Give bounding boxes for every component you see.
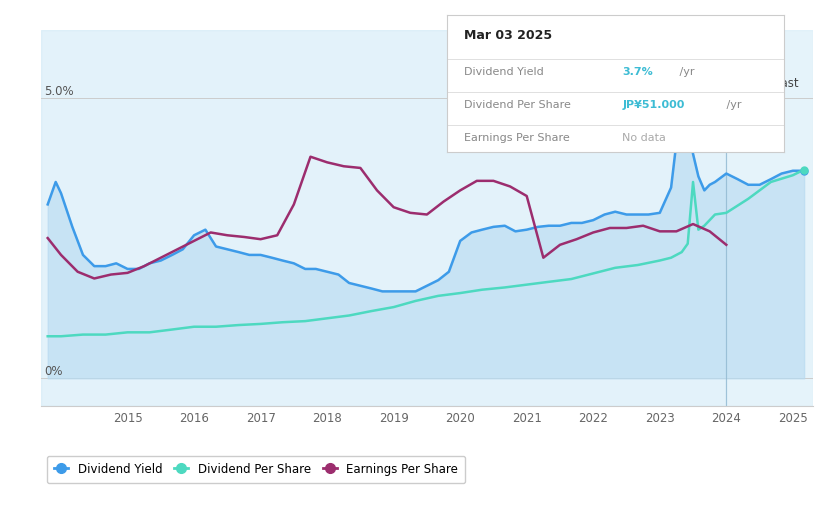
Text: JP¥51.000: JP¥51.000 xyxy=(622,100,685,110)
Text: No data: No data xyxy=(622,133,667,143)
Text: Past: Past xyxy=(775,77,800,90)
Bar xyxy=(727,30,813,406)
Text: /yr: /yr xyxy=(723,100,742,110)
Text: Dividend Per Share: Dividend Per Share xyxy=(465,100,571,110)
Text: 3.7%: 3.7% xyxy=(622,68,654,77)
Legend: Dividend Yield, Dividend Per Share, Earnings Per Share: Dividend Yield, Dividend Per Share, Earn… xyxy=(47,456,466,483)
Bar xyxy=(41,30,727,406)
Text: Mar 03 2025: Mar 03 2025 xyxy=(465,29,553,42)
Text: Dividend Yield: Dividend Yield xyxy=(465,68,544,77)
Text: Earnings Per Share: Earnings Per Share xyxy=(465,133,570,143)
Text: 5.0%: 5.0% xyxy=(44,85,74,98)
Text: 0%: 0% xyxy=(44,365,63,378)
Text: /yr: /yr xyxy=(677,68,695,77)
